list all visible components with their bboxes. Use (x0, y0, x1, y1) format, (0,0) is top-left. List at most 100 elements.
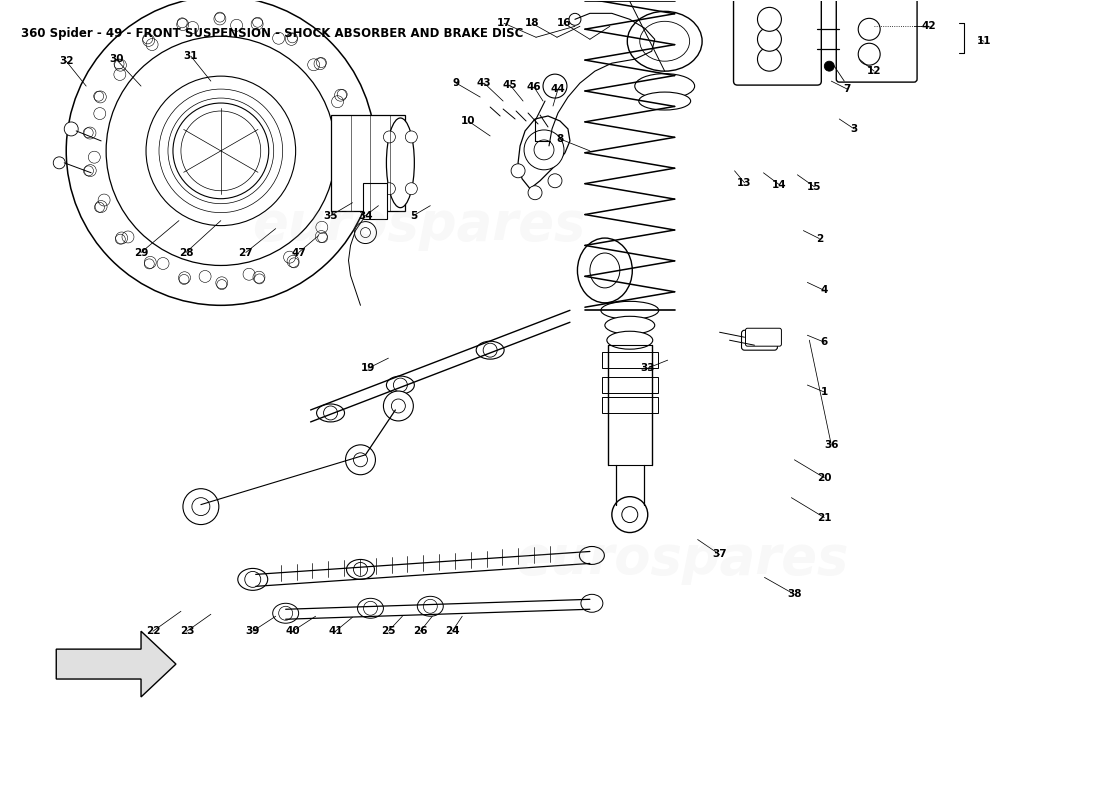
FancyBboxPatch shape (734, 0, 822, 85)
Text: 22: 22 (146, 626, 161, 636)
Circle shape (384, 391, 414, 421)
Circle shape (183, 489, 219, 525)
Text: 38: 38 (788, 590, 802, 599)
Text: 37: 37 (713, 550, 727, 559)
Circle shape (64, 122, 78, 136)
FancyBboxPatch shape (602, 377, 658, 393)
Text: 8: 8 (557, 134, 563, 144)
Ellipse shape (601, 302, 659, 319)
Ellipse shape (590, 253, 619, 288)
Ellipse shape (238, 569, 267, 590)
Text: 35: 35 (323, 210, 338, 221)
Text: 31: 31 (184, 51, 198, 61)
Ellipse shape (640, 22, 690, 61)
Circle shape (758, 27, 781, 51)
Text: 3: 3 (850, 124, 858, 134)
Text: 26: 26 (414, 626, 428, 636)
Text: 14: 14 (772, 180, 786, 190)
Ellipse shape (607, 331, 652, 349)
Circle shape (354, 222, 376, 243)
Text: 44: 44 (551, 84, 565, 94)
FancyBboxPatch shape (602, 397, 658, 413)
Text: 34: 34 (359, 210, 373, 221)
Circle shape (53, 157, 65, 169)
FancyBboxPatch shape (741, 330, 778, 350)
Text: 2: 2 (816, 234, 823, 243)
Text: 360 Spider - 49 - FRONT SUSPENSION - SHOCK ABSORBER AND BRAKE DISC: 360 Spider - 49 - FRONT SUSPENSION - SHO… (21, 27, 524, 40)
Text: 9: 9 (453, 78, 460, 88)
Circle shape (361, 228, 371, 238)
Ellipse shape (273, 603, 298, 623)
Text: 1: 1 (821, 387, 828, 397)
Circle shape (858, 18, 880, 40)
Text: 18: 18 (525, 18, 539, 28)
Circle shape (612, 497, 648, 533)
Text: eurospares: eurospares (515, 534, 848, 586)
Polygon shape (518, 116, 570, 189)
Text: 23: 23 (179, 626, 195, 636)
Text: 33: 33 (640, 363, 654, 373)
Ellipse shape (346, 559, 374, 579)
FancyBboxPatch shape (602, 352, 658, 368)
Text: 20: 20 (817, 473, 832, 482)
Text: 28: 28 (178, 247, 194, 258)
Text: 7: 7 (844, 84, 851, 94)
Circle shape (512, 164, 525, 178)
Ellipse shape (580, 546, 604, 565)
Text: 4: 4 (821, 286, 828, 295)
Circle shape (384, 182, 395, 194)
Circle shape (345, 445, 375, 474)
FancyBboxPatch shape (836, 0, 917, 82)
FancyBboxPatch shape (746, 328, 781, 346)
FancyBboxPatch shape (331, 115, 406, 210)
Text: 42: 42 (922, 22, 936, 31)
Ellipse shape (639, 92, 691, 110)
Text: 29: 29 (134, 247, 148, 258)
Ellipse shape (386, 118, 415, 208)
Ellipse shape (417, 596, 443, 616)
Text: 39: 39 (245, 626, 260, 636)
Circle shape (528, 186, 542, 200)
Ellipse shape (476, 342, 504, 359)
Ellipse shape (605, 316, 654, 334)
Circle shape (824, 61, 834, 71)
Text: 32: 32 (59, 56, 74, 66)
Circle shape (858, 43, 880, 65)
Circle shape (758, 47, 781, 71)
Text: 36: 36 (824, 440, 838, 450)
Ellipse shape (358, 598, 384, 618)
Text: 41: 41 (328, 626, 343, 636)
Text: 43: 43 (477, 78, 492, 88)
Ellipse shape (635, 74, 694, 98)
Text: 6: 6 (821, 338, 828, 347)
Circle shape (543, 74, 566, 98)
Polygon shape (56, 631, 176, 697)
Text: 11: 11 (977, 36, 991, 46)
Ellipse shape (581, 594, 603, 612)
Ellipse shape (317, 404, 344, 422)
Text: 25: 25 (382, 626, 396, 636)
Ellipse shape (578, 238, 632, 303)
Text: eurospares: eurospares (252, 198, 585, 250)
Text: 45: 45 (503, 80, 517, 90)
Text: 5: 5 (409, 210, 417, 221)
Text: 47: 47 (292, 247, 306, 258)
Ellipse shape (386, 376, 415, 394)
Circle shape (524, 130, 564, 170)
Circle shape (406, 182, 417, 194)
Text: 30: 30 (109, 54, 123, 64)
Circle shape (569, 14, 581, 26)
Text: 21: 21 (817, 513, 832, 522)
Text: 17: 17 (497, 18, 512, 28)
Circle shape (548, 174, 562, 188)
Text: 27: 27 (239, 247, 253, 258)
Ellipse shape (627, 11, 702, 71)
Text: 24: 24 (444, 626, 460, 636)
Circle shape (758, 7, 781, 31)
Text: 10: 10 (461, 116, 475, 126)
Text: 46: 46 (527, 82, 541, 92)
Text: 13: 13 (737, 178, 751, 188)
Text: 40: 40 (285, 626, 300, 636)
Text: 15: 15 (807, 182, 822, 192)
Circle shape (384, 131, 395, 143)
